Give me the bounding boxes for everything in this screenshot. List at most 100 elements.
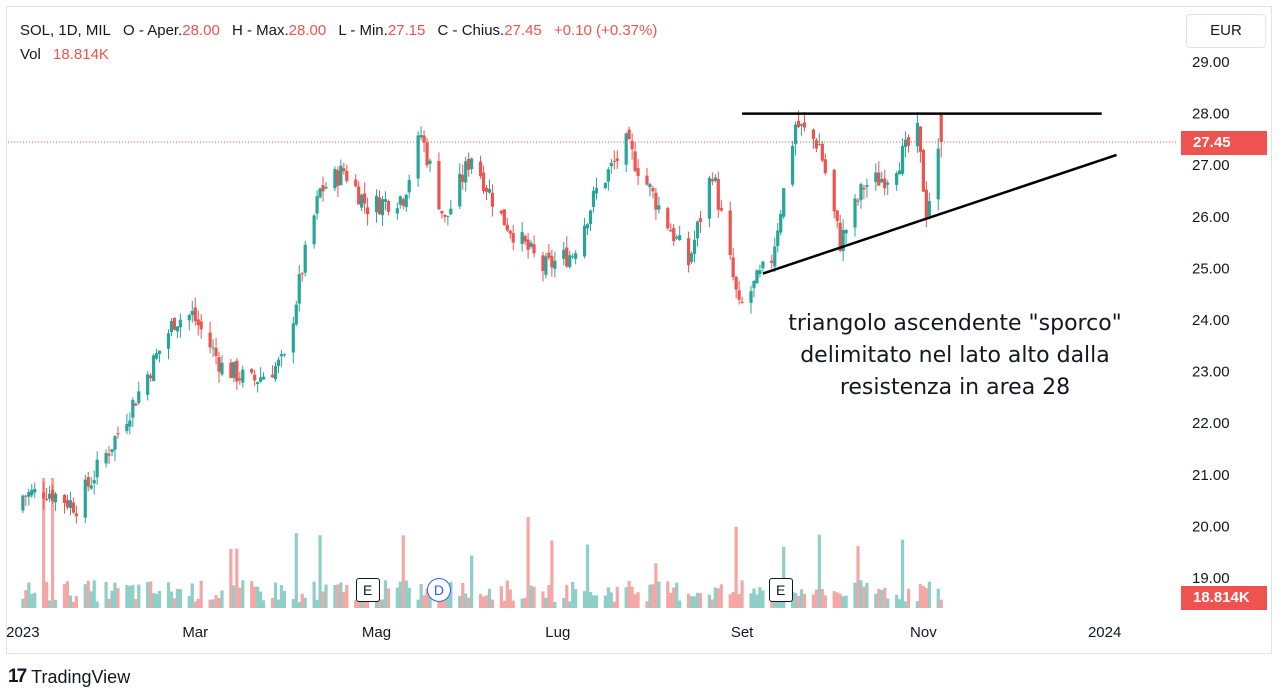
volume-bar bbox=[594, 595, 599, 608]
candle-body bbox=[92, 480, 96, 484]
volume-bar bbox=[238, 587, 242, 608]
candle-body bbox=[648, 184, 652, 188]
candle-body bbox=[612, 160, 616, 162]
y-tick-label: 28.00 bbox=[1192, 106, 1230, 123]
volume-bar bbox=[336, 584, 340, 608]
candle-body bbox=[906, 136, 911, 146]
volume-bar bbox=[895, 594, 899, 608]
earnings-marker[interactable]: E bbox=[355, 578, 380, 602]
symbol-label[interactable]: SOL, 1D, MIL bbox=[20, 22, 111, 39]
candle-body bbox=[565, 247, 569, 267]
volume-bar bbox=[137, 584, 141, 608]
candle-body bbox=[832, 169, 836, 212]
candle-body bbox=[606, 169, 610, 182]
y-tick-label: 24.00 bbox=[1192, 312, 1230, 329]
ascending-trend-line[interactable] bbox=[762, 153, 1117, 275]
candle-body bbox=[48, 493, 52, 499]
volume-bar bbox=[65, 581, 70, 608]
trend-drawings[interactable] bbox=[742, 112, 1117, 275]
candle-body bbox=[149, 375, 153, 379]
candle-body bbox=[820, 143, 824, 161]
y-tick-label: 26.00 bbox=[1192, 209, 1230, 226]
price-axis[interactable]: 19.00 20.00 21.00 22.00 23.00 24.00 25.00 26.00… bbox=[1192, 54, 1230, 587]
x-tick-label: Nov bbox=[910, 624, 937, 641]
volume-bar bbox=[30, 593, 34, 608]
candle-body bbox=[256, 382, 260, 385]
candle-body bbox=[104, 452, 108, 464]
candle-body bbox=[630, 140, 634, 150]
volume-bar bbox=[678, 600, 682, 608]
volume-bar bbox=[190, 583, 194, 608]
volume-bar bbox=[544, 597, 548, 608]
candle-body bbox=[461, 174, 465, 182]
candle-body bbox=[50, 489, 55, 502]
candle-body bbox=[749, 291, 753, 303]
volume-bar bbox=[752, 588, 756, 608]
candle-body bbox=[214, 347, 218, 357]
volume-bar bbox=[648, 584, 652, 608]
candle-body bbox=[562, 249, 566, 259]
volume-bar bbox=[719, 584, 723, 608]
candle-body bbox=[318, 188, 322, 198]
volume-bar bbox=[921, 586, 925, 608]
volume-bar bbox=[27, 582, 31, 608]
candle-body bbox=[627, 129, 631, 140]
candle-body bbox=[529, 242, 533, 247]
candle-body bbox=[520, 232, 524, 244]
candle-body bbox=[232, 361, 236, 378]
candle-body bbox=[196, 319, 200, 326]
tradingview-logo[interactable]: 17 TradingView bbox=[8, 666, 130, 688]
volume-bar bbox=[799, 589, 804, 608]
volume-bar bbox=[261, 600, 266, 608]
volume-bar bbox=[936, 588, 940, 608]
candle-body bbox=[169, 320, 174, 333]
volume-bar bbox=[630, 586, 634, 608]
candle-body bbox=[624, 133, 628, 165]
candle-body bbox=[259, 377, 263, 382]
volume-bar bbox=[874, 593, 878, 608]
chart-annotation[interactable]: triangolo ascendente "sporco" delimitato… bbox=[760, 308, 1150, 404]
volume-bar bbox=[550, 540, 554, 608]
candle-body bbox=[811, 129, 816, 139]
volume-bar bbox=[62, 583, 67, 608]
volume-bar bbox=[737, 593, 741, 608]
x-tick-label: 2024 bbox=[1088, 624, 1121, 641]
candle-body bbox=[380, 199, 385, 216]
candle-body bbox=[862, 187, 866, 190]
candle-body bbox=[636, 168, 640, 176]
volume-bar bbox=[273, 582, 278, 608]
volume-bar bbox=[74, 595, 78, 608]
volume-bar bbox=[585, 544, 590, 608]
currency-button[interactable]: EUR bbox=[1186, 14, 1266, 48]
volume-bar bbox=[817, 534, 821, 608]
candle-body bbox=[261, 376, 266, 380]
annotation-line-3: resistenza in area 28 bbox=[839, 375, 1071, 400]
candle-body bbox=[425, 142, 429, 166]
candle-body bbox=[921, 149, 925, 192]
candle-body bbox=[776, 230, 780, 247]
volume-bar bbox=[110, 590, 114, 608]
volume-bar bbox=[686, 593, 691, 608]
candle-body bbox=[312, 215, 316, 245]
candle-body bbox=[395, 208, 399, 214]
volume-bar bbox=[924, 588, 928, 608]
volume-bar bbox=[241, 580, 245, 608]
volume-bar bbox=[547, 585, 551, 608]
volume-bars bbox=[21, 478, 943, 608]
volume-bar bbox=[300, 593, 304, 608]
volume-bar bbox=[193, 601, 197, 608]
candle-body bbox=[95, 459, 99, 478]
time-axis[interactable]: 2023 Mar Mag Lug Set Nov 2024 bbox=[6, 624, 1121, 641]
candlesticks bbox=[21, 110, 943, 524]
candle-body bbox=[33, 488, 37, 493]
earnings-marker[interactable]: E bbox=[768, 578, 793, 602]
change-value: +0.10 (+0.37%) bbox=[553, 22, 658, 39]
candle-body bbox=[428, 160, 432, 164]
x-tick-label: Mag bbox=[362, 624, 391, 641]
volume-bar bbox=[939, 599, 943, 608]
volume-bar bbox=[312, 581, 316, 608]
volume-bar bbox=[541, 591, 545, 608]
dividend-marker[interactable]: D bbox=[426, 578, 451, 602]
volume-bar bbox=[645, 601, 649, 608]
